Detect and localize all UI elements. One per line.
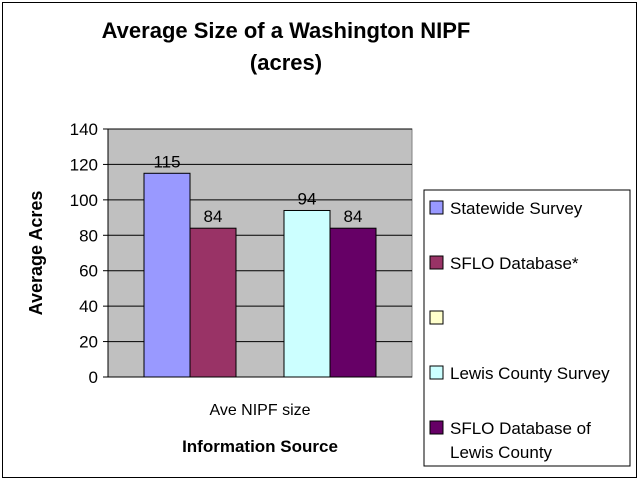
bar-value-label: 84: [204, 207, 223, 226]
legend-label: SFLO Database of Lewis County: [450, 419, 591, 462]
legend-box: [423, 189, 631, 467]
legend-label: Lewis County Survey: [450, 364, 610, 383]
y-tick-label: 100: [70, 191, 98, 210]
x-category-label: Ave NIPF size: [209, 402, 310, 419]
legend-swatch: [429, 200, 444, 215]
x-axis-label: Information Source: [182, 437, 338, 456]
bar: [283, 209, 331, 378]
chart-title-line1: Average Size of a Washington NIPF: [102, 18, 471, 43]
y-tick-label: 0: [89, 368, 98, 387]
legend-swatch: [429, 420, 444, 435]
y-tick-label: 80: [79, 226, 98, 245]
y-tick-label: 60: [79, 262, 98, 281]
y-tick-label: 20: [79, 333, 98, 352]
legend-swatch: [429, 310, 444, 325]
chart-title-line2: (acres): [250, 50, 322, 75]
bar: [189, 227, 237, 378]
legend-label: SFLO Database*: [450, 254, 579, 273]
bar-value-label: 115: [153, 152, 180, 171]
y-tick-label: 140: [70, 120, 98, 139]
axes: [107, 129, 412, 378]
bar: [329, 227, 377, 378]
bar-value-label: 94: [298, 189, 317, 208]
bars: 115 84 94 84: [143, 152, 377, 378]
legend-label: Statewide Survey: [450, 199, 583, 218]
y-axis-ticks: 0 20 40 60 80 100 120 140: [70, 120, 108, 387]
y-tick-label: 40: [79, 297, 98, 316]
legend-swatch: [429, 255, 444, 270]
bar: [143, 172, 191, 378]
legend-swatch: [429, 365, 444, 380]
legend: Statewide Survey SFLO Database* Lewis Coun…: [423, 189, 631, 467]
y-tick-label: 120: [70, 155, 98, 174]
bar-value-label: 84: [344, 207, 363, 226]
y-axis-label: Average Acres: [26, 191, 46, 316]
